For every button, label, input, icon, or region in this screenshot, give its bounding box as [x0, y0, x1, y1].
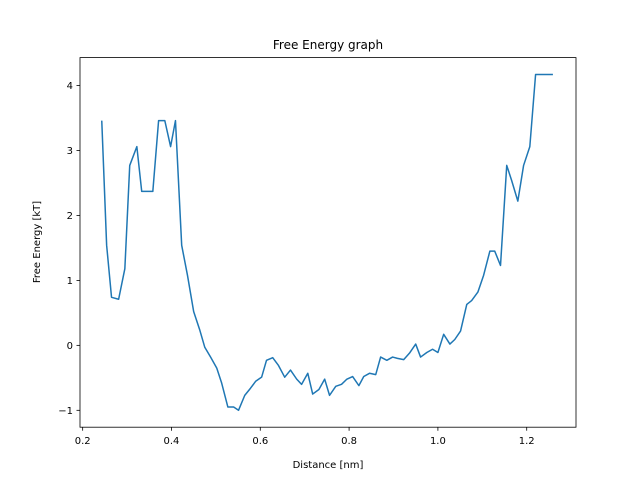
- plot-frame: [79, 57, 577, 428]
- y-tick-label: 1: [67, 276, 73, 287]
- y-tick-label: −1: [58, 406, 73, 417]
- chart-title: Free Energy graph: [273, 38, 383, 52]
- y-tick-label: 3: [67, 146, 73, 157]
- y-tick-label: 2: [67, 211, 73, 222]
- x-tick-label: 1.2: [519, 436, 535, 447]
- x-tick-label: 0.2: [75, 436, 91, 447]
- x-axis-label: Distance [nm]: [293, 460, 364, 471]
- y-axis-label: Free Energy [kT]: [32, 201, 43, 283]
- x-tick-label: 0.8: [341, 436, 357, 447]
- y-tick-label: 0: [67, 341, 73, 352]
- x-tick-label: 0.6: [252, 436, 268, 447]
- line-series: [101, 73, 553, 412]
- y-tick-label: 4: [67, 81, 73, 92]
- x-tick-label: 0.4: [164, 436, 180, 447]
- x-tick-label: 1.0: [430, 436, 446, 447]
